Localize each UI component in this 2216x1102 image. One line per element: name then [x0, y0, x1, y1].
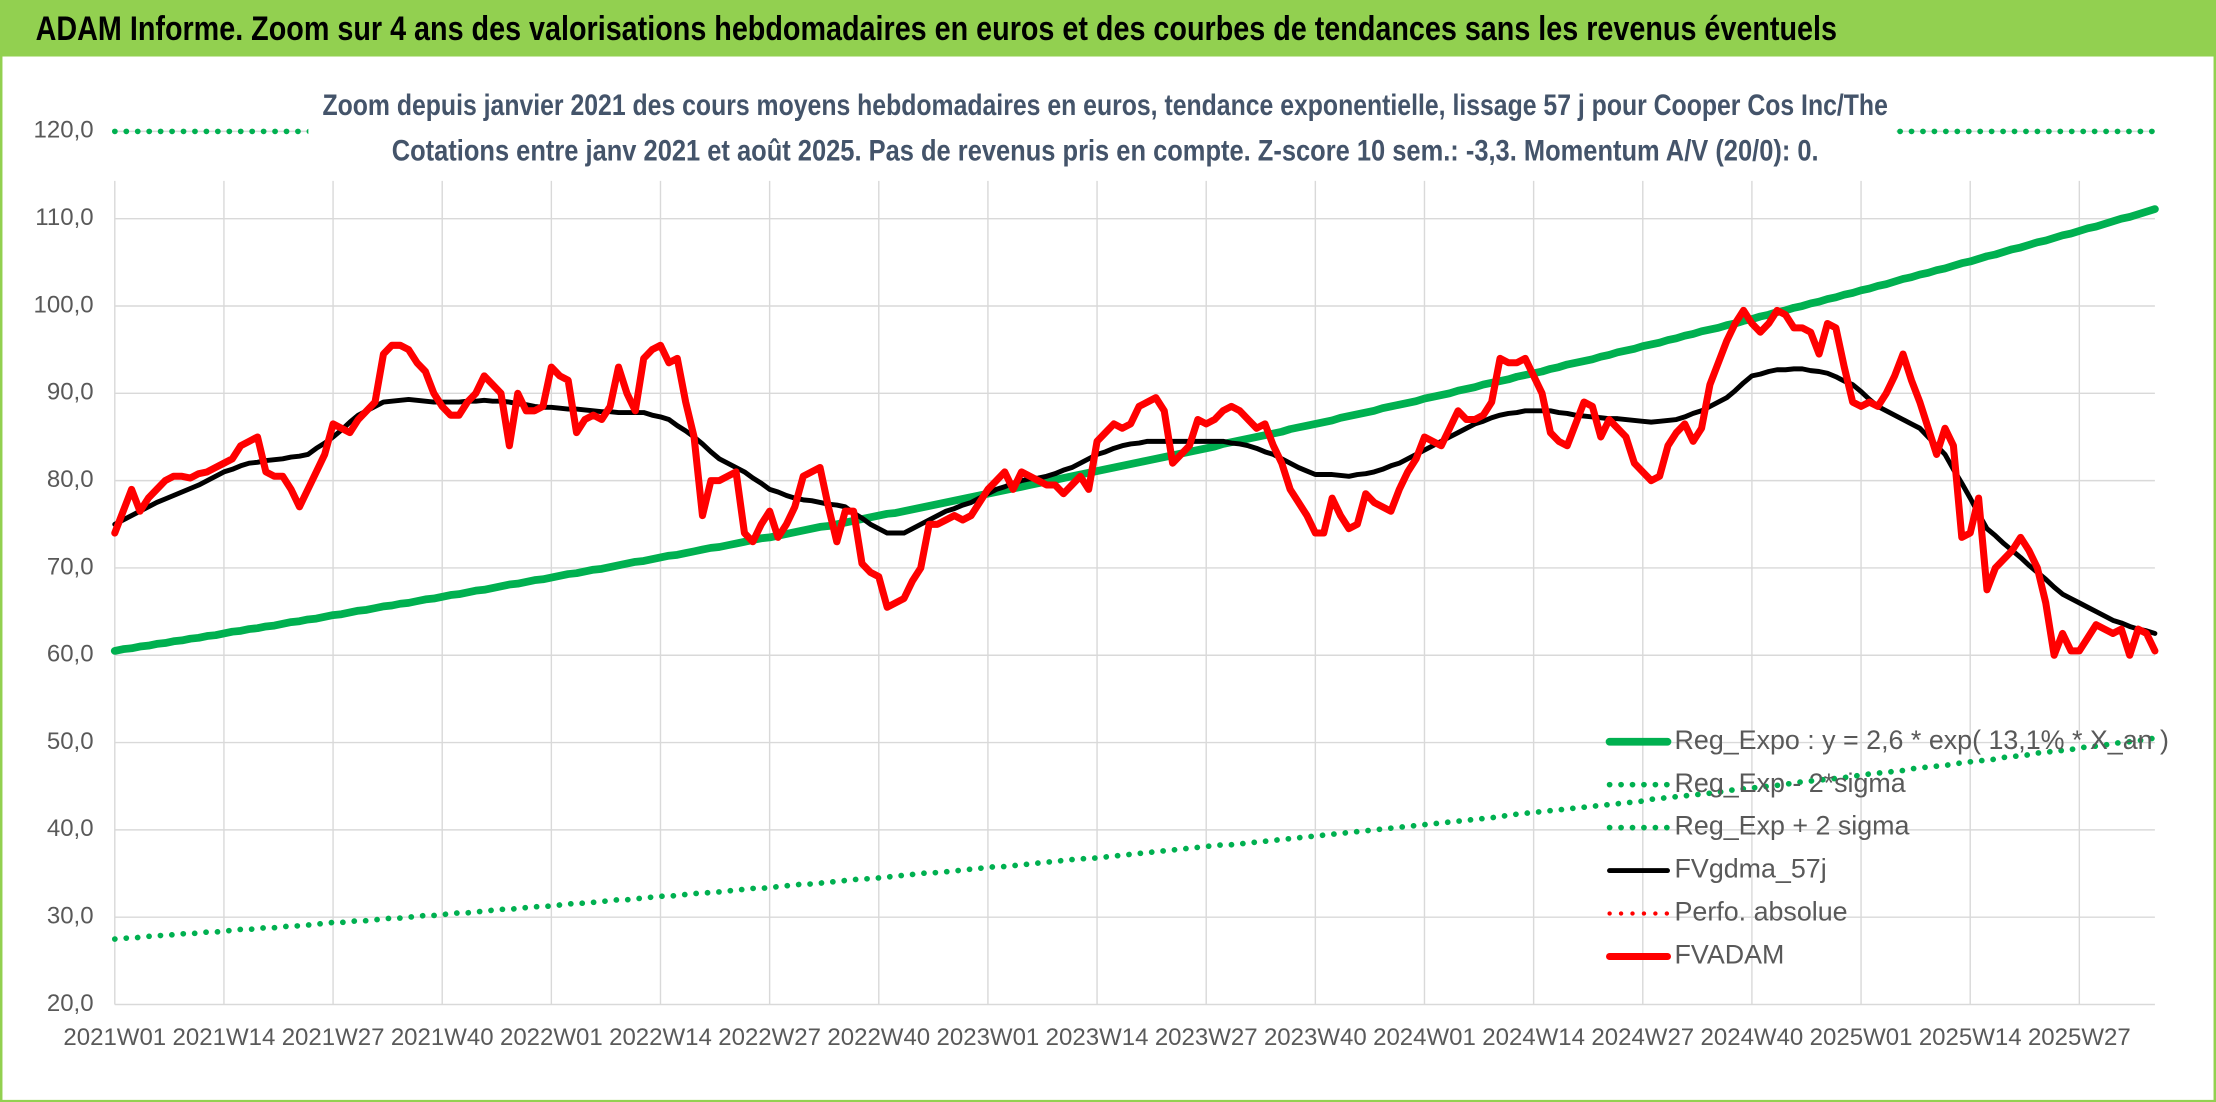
x-tick-label: 2022W14 — [609, 1024, 712, 1051]
y-tick-label: 50,0 — [47, 728, 94, 755]
series-line — [112, 366, 2158, 636]
series-line — [111, 306, 2159, 659]
x-tick-label: 2025W27 — [2028, 1024, 2131, 1051]
x-tick-label: 2021W27 — [282, 1024, 385, 1051]
y-tick-label: 90,0 — [47, 379, 94, 406]
legend-label: FVgdma_57j — [1675, 854, 1827, 884]
x-tick-label: 2024W40 — [1701, 1024, 1804, 1051]
subtitle: Zoom depuis janvier 2021 des cours moyen… — [322, 89, 1887, 122]
x-tick-label: 2025W14 — [1919, 1024, 2022, 1051]
x-tick-label: 2024W01 — [1373, 1024, 1476, 1051]
legend-label: Perfo. absolue — [1675, 897, 1848, 927]
x-tick-label: 2021W01 — [63, 1024, 166, 1051]
x-tick-label: 2021W14 — [173, 1024, 276, 1051]
y-tick-label: 40,0 — [47, 815, 94, 842]
y-tick-label: 70,0 — [47, 553, 94, 580]
y-tick-label: 100,0 — [34, 291, 94, 318]
x-tick-label: 2023W14 — [1046, 1024, 1149, 1051]
x-tick-label: 2023W01 — [937, 1024, 1040, 1051]
x-tick-label: 2022W40 — [827, 1024, 930, 1051]
x-tick-label: 2025W01 — [1810, 1024, 1913, 1051]
header-bar — [0, 0, 2216, 57]
y-tick-label: 20,0 — [47, 990, 94, 1017]
legend-label: FVADAM — [1675, 940, 1785, 970]
x-tick-label: 2024W27 — [1591, 1024, 1694, 1051]
x-tick-label: 2024W14 — [1482, 1024, 1585, 1051]
series-line — [110, 205, 2159, 655]
y-tick-label: 80,0 — [47, 466, 94, 493]
x-tick-label: 2023W40 — [1264, 1024, 1367, 1051]
subtitle-box — [308, 81, 1897, 179]
y-tick-label: 120,0 — [34, 117, 94, 144]
y-tick-label: 60,0 — [47, 641, 94, 668]
x-tick-label: 2022W27 — [718, 1024, 821, 1051]
y-tick-label: 30,0 — [47, 903, 94, 930]
y-tick-label: 110,0 — [35, 204, 93, 231]
x-tick-label: 2023W27 — [1155, 1024, 1258, 1051]
legend-label: Reg_Exp - 2*sigma — [1675, 768, 1906, 798]
x-tick-label: 2021W40 — [391, 1024, 494, 1051]
series-line — [111, 735, 2158, 942]
legend-label: Reg_Expo : y = 2,6 * exp( 13,1% * X_an ) — [1675, 725, 2169, 755]
chart-title: ADAM Informe. Zoom sur 4 ans des valoris… — [36, 10, 1837, 48]
subtitle: Cotations entre janv 2021 et août 2025. … — [392, 134, 1819, 167]
legend-label: Reg_Exp + 2 sigma — [1675, 811, 1910, 841]
legend: Reg_Expo : y = 2,6 * exp( 13,1% * X_an )… — [1605, 725, 2169, 970]
x-tick-label: 2022W01 — [500, 1024, 603, 1051]
